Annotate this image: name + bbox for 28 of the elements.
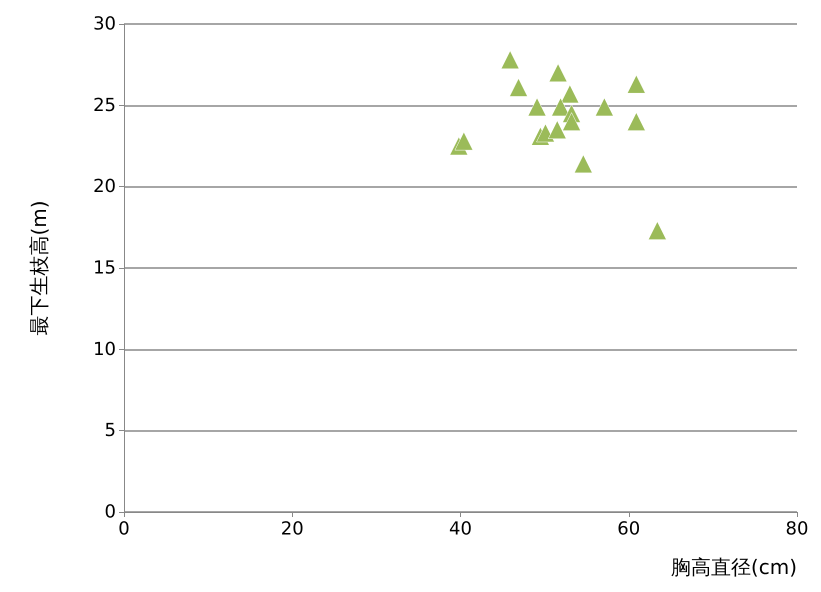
x-tick-label: 80 [786, 518, 808, 540]
y-axis-title: 最下生枝高(m) [27, 200, 51, 336]
point [536, 124, 555, 142]
x-tick-label: 40 [449, 518, 472, 540]
point [548, 64, 568, 82]
y-tick-label: 5 [104, 420, 116, 442]
point [627, 112, 646, 131]
y-tick-label: 15 [93, 258, 116, 278]
point [454, 132, 474, 150]
x-axis-title: 胸高直径(cm) [670, 555, 797, 579]
point [627, 74, 646, 94]
x-tick-label: 0 [118, 518, 130, 540]
point [595, 98, 614, 116]
point [574, 154, 593, 174]
x-tick-label: 60 [617, 518, 640, 540]
point [648, 221, 667, 240]
y-tick-label: 20 [93, 176, 116, 198]
y-tick-label: 0 [104, 502, 116, 522]
y-tick-label: 10 [93, 338, 116, 360]
y-tick-label: 25 [93, 94, 116, 116]
point [509, 78, 528, 97]
point [528, 98, 546, 116]
point [500, 50, 520, 70]
point [562, 112, 581, 131]
point [560, 84, 580, 104]
point [548, 120, 566, 139]
y-tick-label: 30 [93, 14, 116, 34]
x-tick-label: 20 [280, 518, 304, 540]
